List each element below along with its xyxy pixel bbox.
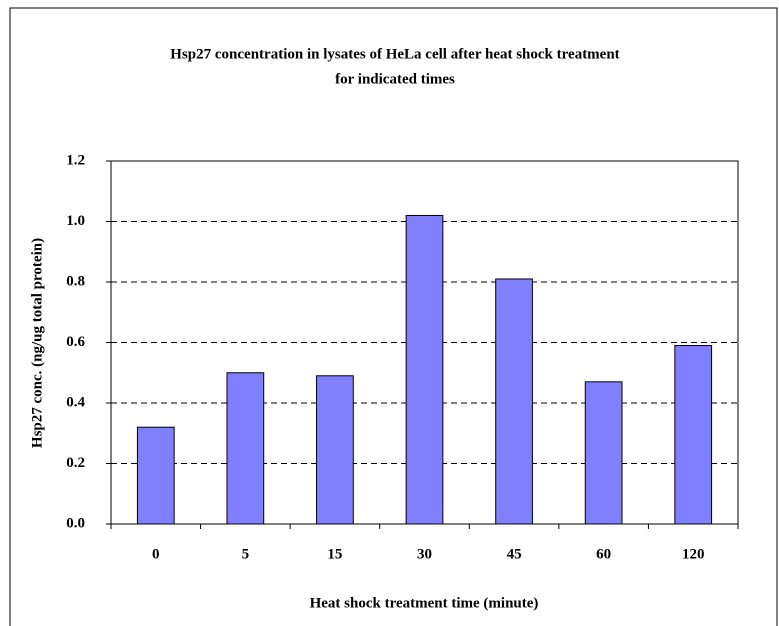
chart-title: for indicated times: [335, 71, 455, 87]
y-tick-label: 0.4: [66, 394, 85, 410]
bar: [495, 278, 533, 525]
x-axis-label: Heat shock treatment time (minute): [310, 595, 539, 611]
bar: [316, 375, 354, 525]
y-tick-label: 0.8: [66, 273, 85, 289]
bar: [226, 372, 265, 525]
bar: [136, 426, 175, 525]
x-tick-label: 60: [596, 546, 611, 562]
x-tick-label: 30: [417, 546, 432, 562]
y-tick-label: 0.0: [66, 515, 85, 531]
bar: [674, 345, 713, 525]
bar: [405, 214, 444, 525]
bar: [584, 381, 623, 525]
x-tick-label: 15: [327, 546, 342, 562]
x-tick-label: 5: [242, 546, 250, 562]
x-tick-label: 45: [507, 546, 522, 562]
x-tick-label: 120: [682, 546, 705, 562]
x-tick-label: 0: [152, 546, 160, 562]
y-tick-label: 0.2: [66, 455, 85, 471]
y-tick-label: 1.2: [66, 152, 85, 168]
chart-border: [9, 7, 778, 626]
chart-title: Hsp27 concentration in lysates of HeLa c…: [170, 46, 619, 62]
y-axis-label: Hsp27 conc. (ng/ug total protein): [29, 238, 45, 448]
y-tick-label: 1.0: [66, 213, 85, 229]
y-tick-label: 0.6: [66, 334, 85, 350]
